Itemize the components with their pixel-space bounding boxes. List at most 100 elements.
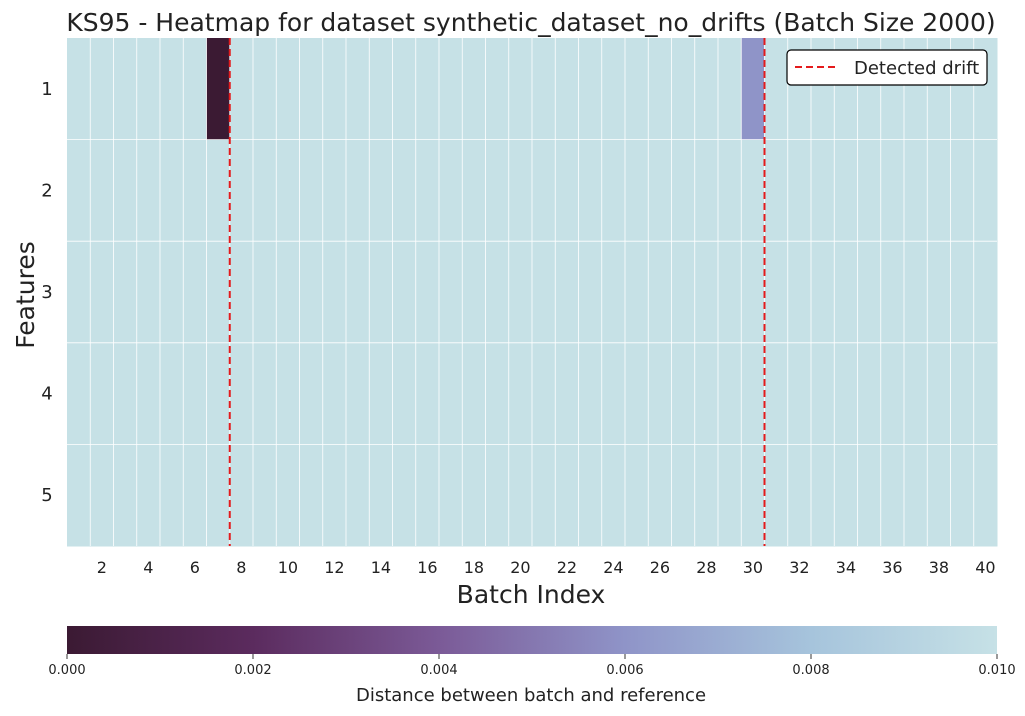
heatmap-cell [648, 444, 672, 547]
colorbar-ticks: 0.000 0.002 0.004 0.006 0.008 0.010 [48, 654, 1016, 678]
x-axis-label: Batch Index [457, 580, 606, 609]
heatmap-cell [462, 444, 486, 547]
heatmap-cell [787, 342, 812, 445]
heatmap-cell [183, 241, 207, 344]
heatmap-cell [671, 241, 696, 344]
heatmap-cell [671, 38, 696, 141]
heatmap-cell [625, 38, 649, 141]
heatmap-cell [578, 241, 603, 344]
heatmap-cell [904, 342, 928, 445]
colorbar-tick-label: 0.006 [606, 663, 643, 678]
colorbar-tick-label: 0.010 [978, 663, 1015, 678]
heatmap-cell [741, 139, 765, 242]
heatmap-cell [439, 139, 463, 242]
heatmap-cell [764, 342, 789, 445]
heatmap-cell [625, 342, 649, 445]
heatmap-cell [857, 342, 882, 445]
heatmap-cell [90, 139, 114, 242]
heatmap-cell [229, 444, 254, 547]
heatmap-cell [880, 342, 905, 445]
heatmap-cell [741, 444, 765, 547]
heatmap-cell [555, 139, 579, 242]
heatmap-cell [671, 139, 696, 242]
heatmap-cell [67, 342, 91, 445]
x-tick-label: 22 [557, 558, 577, 577]
x-tick-label: 28 [696, 558, 716, 577]
heatmap-cell [276, 38, 300, 141]
heatmap-cell [415, 241, 440, 344]
heatmap-cell [927, 139, 951, 242]
heatmap-cell [555, 241, 579, 344]
heatmap-cell [183, 342, 207, 445]
heatmap-cell [787, 444, 812, 547]
heatmap-cell [950, 444, 975, 547]
heatmap-cell [253, 241, 277, 344]
heatmap-cell [160, 241, 184, 344]
heatmap-cell [113, 38, 138, 141]
colorbar-tick-label: 0.004 [420, 663, 457, 678]
heatmap-cell [67, 444, 91, 547]
y-tick-label: 5 [41, 485, 52, 506]
x-tick-label: 8 [236, 558, 246, 577]
heatmap-cell [625, 139, 649, 242]
heatmap-cell [648, 139, 672, 242]
heatmap-cell [578, 38, 603, 141]
heatmap-cell [253, 139, 277, 242]
heatmap-cell [834, 342, 858, 445]
heatmap-cell [485, 139, 510, 242]
x-tick-label: 20 [510, 558, 530, 577]
y-tick-label: 4 [41, 384, 52, 405]
legend-label: Detected drift [854, 58, 979, 79]
heatmap-cell [508, 139, 533, 242]
heatmap-cell [973, 342, 998, 445]
drift-lines [228, 38, 766, 546]
heatmap-cell [90, 38, 114, 141]
heatmap-cell [857, 444, 882, 547]
heatmap-cell [369, 241, 393, 344]
heatmap-cell [322, 38, 347, 141]
heatmap-cells [67, 38, 998, 547]
heatmap-cell [625, 444, 649, 547]
heatmap-cell [90, 342, 114, 445]
heatmap-cell [625, 241, 649, 344]
heatmap-cell [555, 444, 579, 547]
heatmap-cell [973, 139, 998, 242]
x-tick-label: 30 [743, 558, 763, 577]
heatmap-cell [229, 241, 254, 344]
x-tick-labels: 2 4 6 8 10 12 14 16 18 20 22 24 26 28 30 32 34 36 38 40 [97, 558, 996, 577]
colorbar-tick-label: 0.008 [792, 663, 829, 678]
heatmap-cell [206, 241, 231, 344]
heatmap-cell [508, 38, 533, 141]
chart-title: KS95 - Heatmap for dataset synthetic_dat… [66, 8, 995, 37]
heatmap-cell [904, 139, 928, 242]
heatmap-cell [532, 241, 556, 344]
y-axis-label: Features [11, 241, 40, 349]
x-tick-label: 18 [464, 558, 484, 577]
heatmap-cell [276, 139, 300, 242]
heatmap-cell [973, 444, 998, 547]
x-tick-label: 16 [417, 558, 437, 577]
heatmap-cell [439, 38, 463, 141]
heatmap-cell [415, 139, 440, 242]
heatmap-cell [136, 444, 161, 547]
heatmap-cell [811, 241, 835, 344]
heatmap-cell [346, 342, 370, 445]
heatmap-cell [415, 38, 440, 141]
heatmap-cell [90, 444, 114, 547]
heatmap-cell [253, 38, 277, 141]
heatmap-cell [694, 139, 719, 242]
heatmap-cell [718, 241, 742, 344]
heatmap-cell [462, 342, 486, 445]
x-tick-label: 26 [650, 558, 670, 577]
legend: Detected drift [786, 49, 988, 86]
heatmap-cell [392, 38, 417, 141]
colorbar-tick-label: 0.000 [48, 663, 85, 678]
heatmap-cell [508, 444, 533, 547]
heatmap-cell [183, 139, 207, 242]
heatmap-cell [718, 342, 742, 445]
heatmap-cell [415, 444, 440, 547]
heatmap-cell [857, 241, 882, 344]
heatmap-cell [160, 139, 184, 242]
y-tick-label: 3 [41, 282, 52, 303]
heatmap-cell [136, 342, 161, 445]
